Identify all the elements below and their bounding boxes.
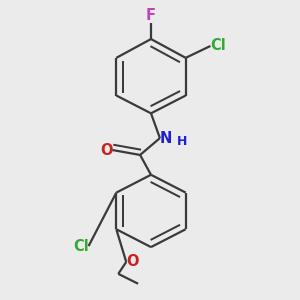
Text: F: F — [146, 8, 156, 23]
Text: Cl: Cl — [210, 38, 226, 53]
Text: H: H — [177, 135, 188, 148]
Text: Cl: Cl — [73, 238, 88, 253]
Text: N: N — [160, 130, 172, 146]
Text: O: O — [100, 142, 112, 158]
Text: O: O — [126, 254, 139, 269]
